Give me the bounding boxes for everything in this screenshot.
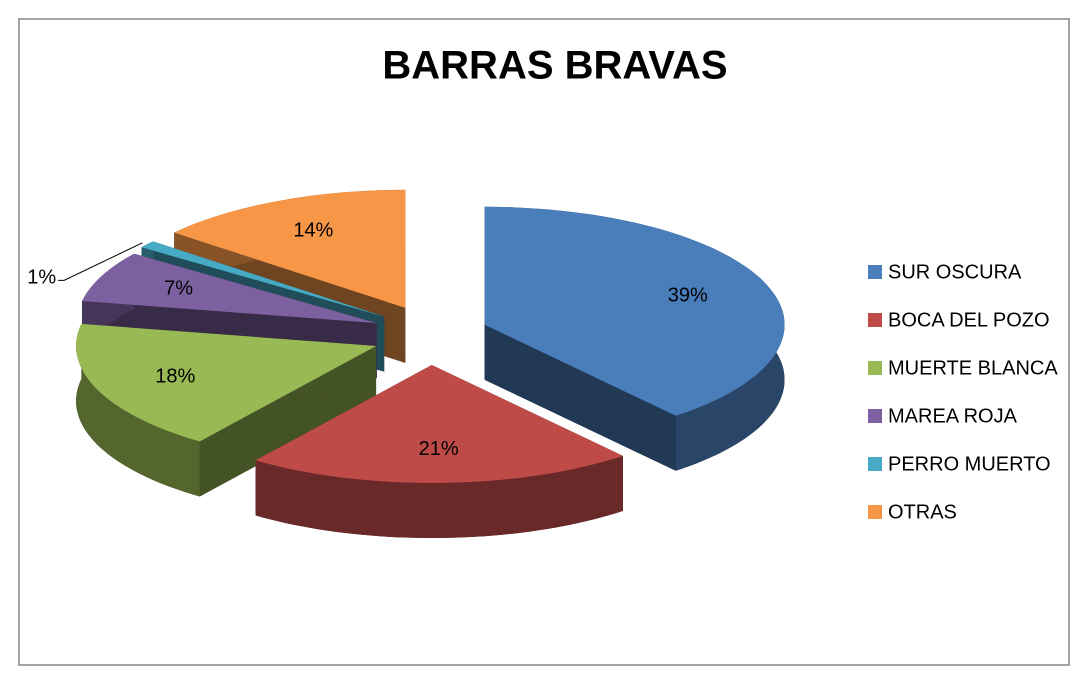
slice-top [141, 241, 385, 317]
slice-side [255, 455, 623, 538]
legend-label: BOCA DEL POZO [888, 309, 1050, 331]
data-label: 21% [419, 438, 459, 460]
legend-label: SUR OSCURA [888, 261, 1022, 283]
pie-slice [484, 206, 785, 471]
legend-swatch [868, 265, 882, 279]
slice-side [76, 323, 200, 497]
pie-slice [76, 323, 377, 497]
legend-label: MUERTE BLANCA [888, 357, 1058, 379]
slice-top [255, 365, 623, 483]
slice-top [484, 206, 785, 416]
data-label: 18% [155, 366, 195, 388]
data-label: 1% [27, 267, 56, 289]
legend-swatch [868, 505, 882, 519]
legend: SUR OSCURA BOCA DEL POZO MUERTE BLANCA MARE… [868, 261, 1058, 523]
legend-label: MAREA ROJA [888, 405, 1018, 427]
slice-wall [484, 324, 676, 471]
slice-top [82, 253, 377, 324]
data-label: 39% [668, 284, 708, 306]
pie: 39% 21% 18% 7% 1% 14% [27, 189, 785, 538]
legend-swatch [868, 313, 882, 327]
legend-swatch [868, 409, 882, 423]
legend-label: PERRO MUERTO [888, 453, 1051, 475]
data-label: 7% [164, 278, 193, 300]
slice-top [174, 189, 406, 308]
chart-title: BARRAS BRAVAS [382, 44, 727, 88]
legend-label: OTRAS [888, 501, 957, 523]
data-label: 14% [293, 219, 333, 241]
legend-swatch [868, 457, 882, 471]
leader-line [58, 242, 143, 281]
legend-swatch [868, 361, 882, 375]
pie-slice [255, 365, 623, 538]
slice-top [76, 323, 377, 442]
